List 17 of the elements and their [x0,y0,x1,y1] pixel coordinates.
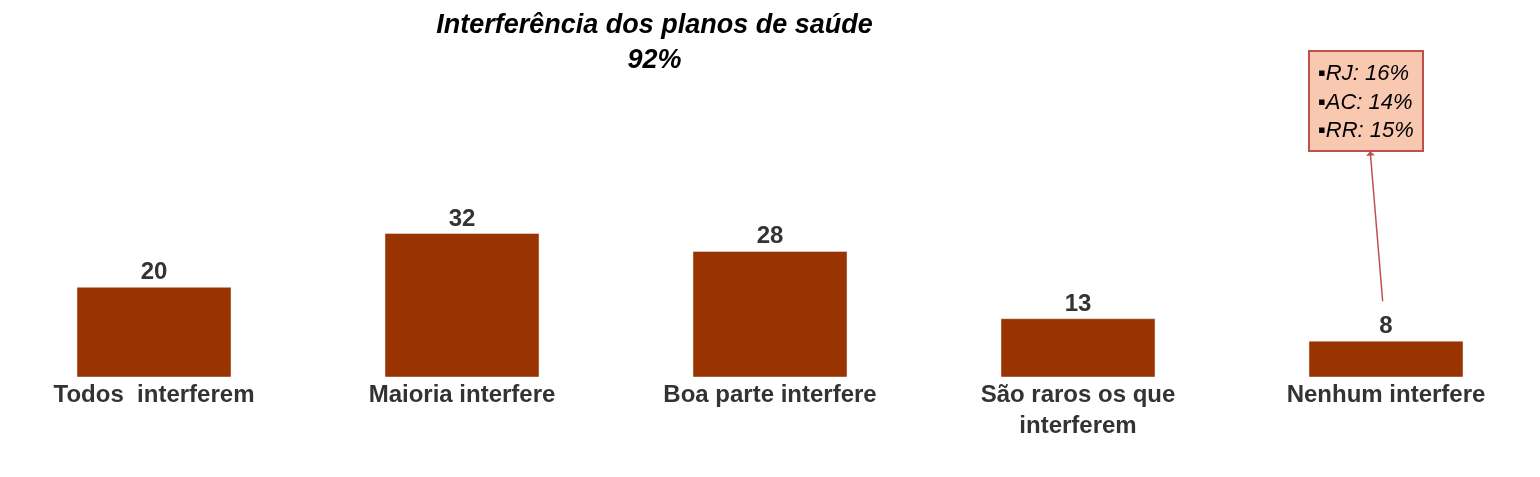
bar [384,233,540,377]
x-tick-label: Boa parte interfere [663,380,877,407]
data-label: 28 [756,221,784,249]
x-tick-label: São raros os que interferem [980,380,1176,439]
bar [1308,340,1464,377]
data-label: 20 [140,257,168,285]
data-label: 8 [1379,311,1393,339]
data-label: 13 [1064,288,1092,316]
x-tick-label: Todos interferem [53,380,255,407]
data-label: 32 [448,203,476,231]
annotation: ▪RJ: 16% ▪AC: 14% ▪RR: 15% [1318,60,1414,143]
x-tick-label: Maioria interfere [368,380,556,407]
bar [76,287,232,377]
bar [692,251,848,377]
x-tick-label: Nenhum interfere [1286,380,1486,407]
bar [1000,318,1156,377]
chart-title: Interferência dos planos de saúde 92% [436,9,873,75]
